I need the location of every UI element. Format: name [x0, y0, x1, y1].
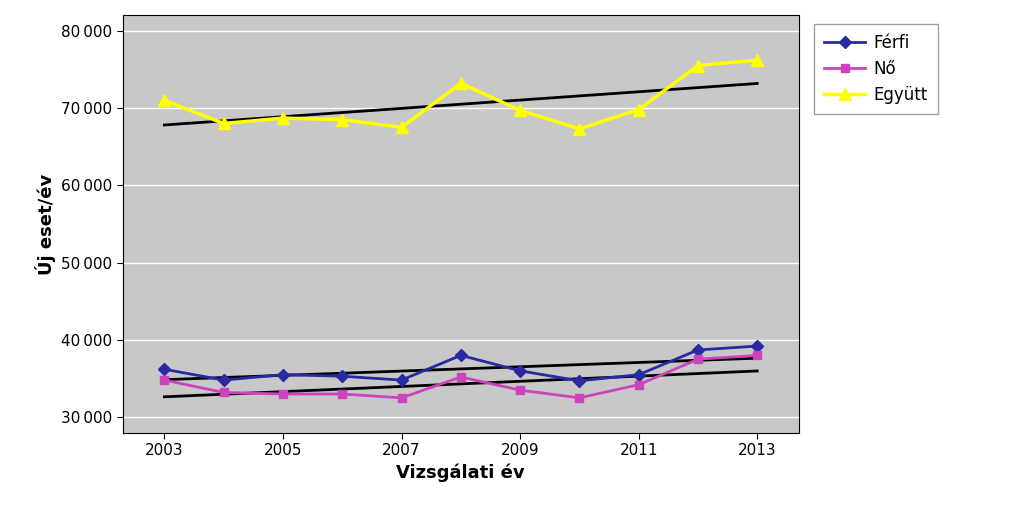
Férfi	[336, 373, 348, 379]
Line: Férfi: Férfi	[160, 342, 762, 385]
Nő	[455, 374, 467, 380]
Nő	[514, 387, 526, 393]
Nő	[336, 391, 348, 397]
Együtt	[395, 124, 408, 130]
Férfi	[633, 372, 645, 378]
Line: Együtt: Együtt	[158, 54, 764, 135]
Együtt	[633, 106, 645, 112]
Nő	[573, 395, 586, 401]
Együtt	[336, 117, 348, 123]
Nő	[751, 352, 763, 358]
Férfi	[395, 377, 408, 383]
Férfi	[455, 352, 467, 358]
X-axis label: Vizsgálati év: Vizsgálati év	[396, 464, 525, 482]
Férfi	[276, 372, 289, 378]
Y-axis label: Új eset/év: Új eset/év	[35, 174, 55, 274]
Nő	[159, 377, 171, 383]
Férfi	[159, 366, 171, 372]
Együtt	[217, 121, 229, 127]
Együtt	[514, 107, 526, 114]
Férfi	[573, 378, 586, 384]
Nő	[692, 356, 705, 362]
Nő	[276, 391, 289, 397]
Férfi	[514, 368, 526, 374]
Line: Nő: Nő	[160, 351, 762, 402]
Férfi	[217, 377, 229, 383]
Férfi	[751, 343, 763, 349]
Nő	[395, 395, 408, 401]
Együtt	[692, 63, 705, 69]
Nő	[633, 382, 645, 388]
Nő	[217, 389, 229, 395]
Együtt	[455, 80, 467, 87]
Együtt	[573, 126, 586, 132]
Együtt	[276, 115, 289, 121]
Együtt	[159, 97, 171, 103]
Férfi	[692, 347, 705, 353]
Együtt	[751, 57, 763, 63]
Legend: Férfi, Nő, Együtt: Férfi, Nő, Együtt	[814, 23, 938, 114]
